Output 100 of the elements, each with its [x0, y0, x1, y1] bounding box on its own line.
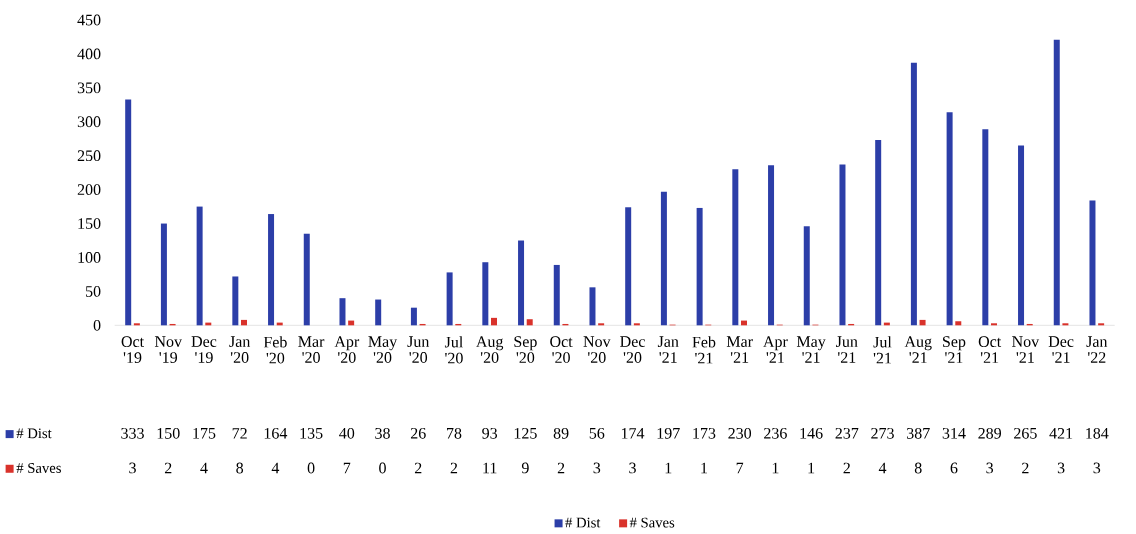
data-label: 3: [1093, 462, 1101, 474]
x-tick-label: Apr '20: [334, 336, 360, 363]
y-tick-label: 100: [78, 252, 101, 263]
bar: [303, 233, 310, 326]
bar: [133, 323, 140, 326]
bar: [518, 240, 525, 326]
x-tick-label: Nov '21: [1012, 336, 1040, 363]
x-tick-label: Aug '20: [476, 336, 504, 363]
bar: [990, 323, 997, 326]
bar: [919, 319, 926, 326]
text: # Saves: [629, 517, 675, 528]
bar: [982, 129, 989, 326]
bar: [875, 140, 882, 326]
text: # Dist: [565, 517, 601, 528]
x-tick-label: Oct '20: [550, 336, 573, 363]
data-label: 387: [907, 427, 930, 439]
x-tick-label: Sep '21: [943, 336, 966, 363]
bar: [660, 191, 667, 326]
x-tick-label: Jan '21: [657, 336, 679, 363]
data-label: 7: [736, 462, 744, 474]
x-tick-label: Oct '21: [978, 336, 1002, 363]
bar: [1018, 145, 1025, 326]
data-label: 3: [129, 462, 136, 474]
bar: [232, 276, 239, 326]
data-label: 173: [693, 427, 716, 439]
bar: [625, 207, 632, 326]
data-label: 3: [1057, 462, 1065, 474]
y-tick-label: 300: [77, 116, 101, 128]
y-tick-label: 200: [77, 184, 101, 196]
x-tick-label: Dec '19: [191, 336, 217, 363]
data-label: 3: [986, 462, 994, 474]
data-label: 164: [264, 427, 288, 439]
data-label: 1: [701, 462, 707, 474]
bar: [125, 99, 132, 326]
x-tick-label: May '21: [796, 336, 826, 363]
data-label: 2: [450, 462, 458, 474]
bar: [1098, 323, 1105, 326]
x-tick-label: Jul '20: [444, 336, 463, 364]
data-label: 11: [483, 462, 497, 474]
x-tick-label: Jul '21: [873, 336, 892, 364]
y-tick-label: 250: [77, 150, 101, 162]
data-label: 314: [942, 427, 966, 439]
x-tick-label: Nov '19: [154, 336, 183, 363]
data-label: 0: [379, 462, 386, 474]
data-label: 4: [878, 462, 887, 474]
x-tick-label: Jun '20: [407, 336, 430, 363]
bar: [491, 317, 497, 326]
data-label: 4: [271, 462, 280, 474]
data-label: 89: [553, 427, 569, 439]
data-label: 4: [200, 462, 208, 474]
bar: [196, 206, 203, 326]
data-label: 0: [307, 462, 315, 474]
x-tick-label: May '20: [368, 336, 398, 363]
bar: [553, 264, 560, 326]
legend-label: # Saves: [16, 463, 61, 473]
bar: [589, 287, 596, 326]
y-tick-label: 450: [77, 14, 101, 26]
data-label: 125: [514, 427, 537, 439]
data-label: 8: [236, 462, 244, 474]
data-label: 150: [157, 427, 180, 439]
x-tick-label: Dec '21: [1048, 336, 1074, 363]
y-tick-label: 400: [77, 48, 101, 60]
bar: [768, 165, 775, 326]
data-label: 2: [843, 462, 850, 474]
bar: [696, 207, 703, 326]
data-label: 135: [300, 427, 323, 439]
bar: [598, 323, 605, 326]
data-label: 1: [772, 462, 779, 474]
data-label: 1: [665, 462, 672, 474]
data-label: 2: [414, 462, 422, 474]
data-label: 56: [589, 427, 605, 439]
bar: [910, 62, 917, 326]
data-label: 175: [193, 427, 216, 439]
bar: [339, 298, 346, 326]
x-tick-label: Dec '20: [620, 336, 645, 363]
bar: [268, 214, 275, 326]
data-label: 3: [629, 462, 636, 474]
x-tick-label: Nov '20: [583, 336, 611, 363]
bar: [1053, 39, 1060, 326]
y-tick-label: 0: [93, 319, 101, 331]
data-label: 9: [521, 462, 529, 474]
data-label: 421: [1049, 428, 1073, 439]
x-tick-label: Jun '21: [836, 336, 858, 363]
bar: [446, 272, 453, 326]
bar: [946, 112, 953, 326]
data-label: 6: [950, 462, 958, 474]
bar: [955, 321, 962, 326]
bar: [803, 226, 810, 326]
data-label: 236: [764, 427, 787, 439]
data-label: 8: [914, 462, 922, 474]
data-label: 3: [593, 462, 601, 474]
bar: [1089, 200, 1096, 326]
legend-label: # Dist: [16, 428, 52, 439]
x-tick-label: Jan '22: [1086, 336, 1108, 363]
data-label: 26: [410, 427, 426, 439]
data-label: 184: [1086, 427, 1109, 439]
bar: [410, 307, 417, 326]
bar: [633, 323, 640, 326]
data-label: 1: [808, 462, 815, 474]
bar: [241, 319, 248, 326]
